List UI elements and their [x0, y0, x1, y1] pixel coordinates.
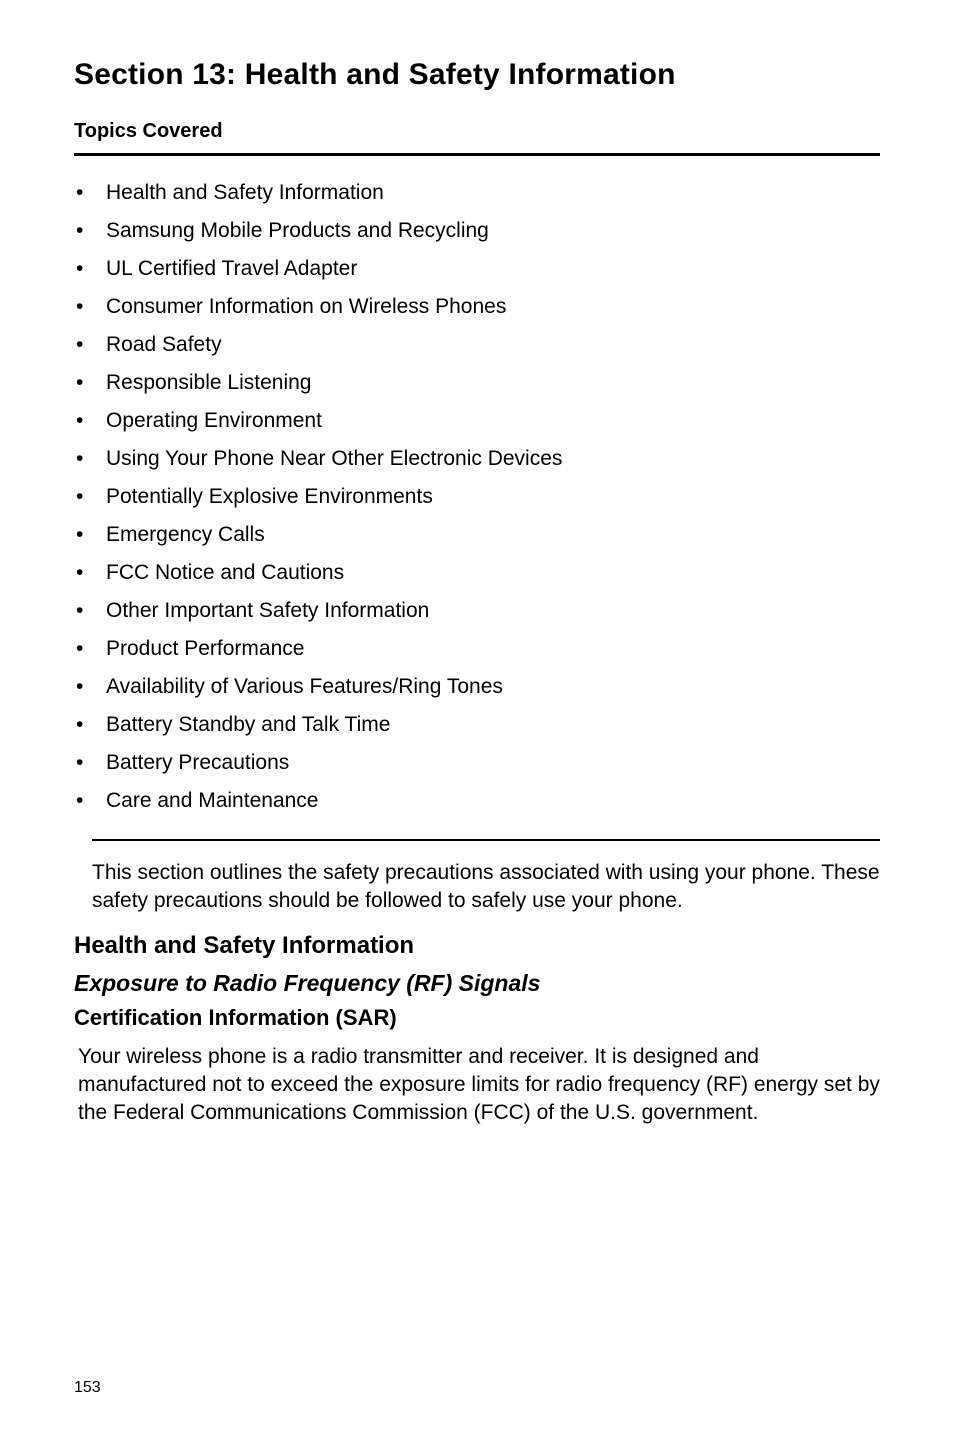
topic-item: Availability of Various Features/Ring To…	[74, 676, 880, 697]
topics-list: Health and Safety Information Samsung Mo…	[74, 182, 880, 811]
divider-top	[74, 153, 880, 156]
topic-item: Product Performance	[74, 638, 880, 659]
page-number: 153	[74, 1379, 101, 1397]
topic-item: Care and Maintenance	[74, 790, 880, 811]
heading-sar: Certification Information (SAR)	[74, 1005, 880, 1031]
topic-item: Samsung Mobile Products and Recycling	[74, 220, 880, 241]
topic-item: Consumer Information on Wireless Phones	[74, 296, 880, 317]
section-title: Section 13: Health and Safety Informatio…	[74, 58, 880, 92]
intro-paragraph: This section outlines the safety precaut…	[92, 859, 880, 916]
topic-item: Road Safety	[74, 334, 880, 355]
divider-mid	[92, 839, 880, 841]
topic-item: Responsible Listening	[74, 372, 880, 393]
body-paragraph: Your wireless phone is a radio transmitt…	[78, 1043, 880, 1128]
topic-item: UL Certified Travel Adapter	[74, 258, 880, 279]
topic-item: Potentially Explosive Environments	[74, 486, 880, 507]
topic-item: FCC Notice and Cautions	[74, 562, 880, 583]
topics-covered-label: Topics Covered	[74, 120, 880, 143]
topic-item: Using Your Phone Near Other Electronic D…	[74, 448, 880, 469]
topic-item: Other Important Safety Information	[74, 600, 880, 621]
heading-health-safety: Health and Safety Information	[74, 932, 880, 960]
heading-rf-exposure: Exposure to Radio Frequency (RF) Signals	[74, 970, 880, 997]
topic-item: Battery Precautions	[74, 752, 880, 773]
topic-item: Emergency Calls	[74, 524, 880, 545]
topic-item: Battery Standby and Talk Time	[74, 714, 880, 735]
topic-item: Operating Environment	[74, 410, 880, 431]
topic-item: Health and Safety Information	[74, 182, 880, 203]
